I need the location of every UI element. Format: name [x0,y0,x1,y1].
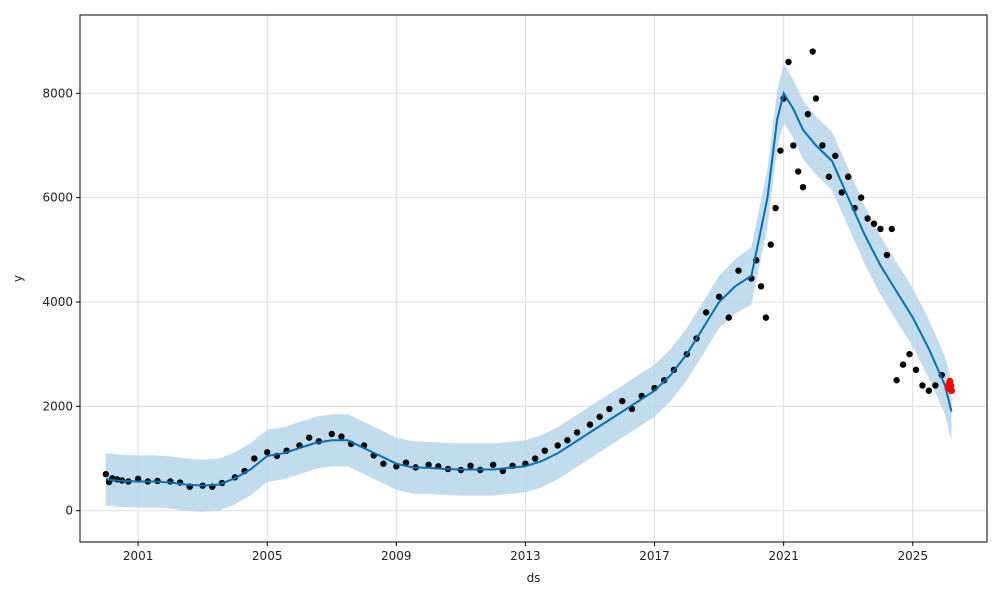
observed-point [564,437,571,444]
observed-point [864,215,871,222]
observed-point [812,95,820,102]
observed-point [251,455,258,462]
observed-point [870,220,878,227]
x-axis-ticks: 2001 2005 2009 2013 2017 2021 2025 [123,542,928,563]
highlight-point [947,387,955,395]
observed-point [489,461,497,468]
observed-point [888,225,895,233]
x-tick-label: 2025 [897,549,928,563]
observed-point [338,433,345,440]
forecast-line [105,90,953,487]
observed-point [838,189,845,196]
x-axis-label: ds [527,571,541,585]
observed-point [906,350,913,358]
observed-point [794,168,802,175]
y-tick-label: 6000 [42,191,73,205]
x-tick-label: 2005 [252,549,283,563]
observed-point [328,430,335,438]
observed-point [857,194,865,201]
observed-point [554,442,561,449]
observed-point [531,455,539,462]
observed-point [772,204,779,212]
y-tick-label: 2000 [42,399,73,413]
observed-point [402,459,410,466]
observed-point [919,382,926,389]
uncertainty-band [105,64,952,512]
observed-point [762,314,770,321]
y-axis-ticks: 0 2000 4000 6000 8000 [42,86,80,518]
observed-point [735,267,742,274]
observed-point [541,447,548,454]
highlight-points-layer [944,377,955,395]
observed-point [877,225,884,233]
observed-point [596,413,603,420]
observed-point [425,461,432,468]
observed-point [799,183,807,191]
x-tick-label: 2021 [768,549,799,563]
plot-frame [79,14,988,543]
x-tick-label: 2017 [639,549,670,563]
observed-point [932,382,939,389]
observed-point [305,434,313,441]
observed-point [380,460,387,467]
y-tick-label: 4000 [42,295,73,309]
observed-point [725,314,732,321]
highlight-point [947,381,955,389]
y-tick-label: 0 [65,504,73,518]
observed-point [785,58,792,66]
observed-point [804,110,812,118]
observed-point [925,387,933,394]
observed-point [757,283,765,290]
observed-point [845,173,852,180]
observed-point [912,366,920,374]
observed-point [832,152,839,160]
y-tick-label: 8000 [42,86,73,100]
observed-point [777,147,784,154]
observed-point [573,429,581,436]
observed-point [702,309,710,316]
observed-point [809,48,816,55]
y-axis-label: y [11,275,25,282]
observed-point [264,449,271,456]
observed-point [790,142,797,149]
observed-point [767,241,774,248]
observed-point [825,173,833,180]
observed-point [715,293,723,300]
x-tick-label: 2009 [381,549,412,563]
observed-point [102,470,110,478]
observed-point [606,405,613,413]
x-tick-label: 2001 [123,549,154,563]
observed-point [883,251,891,259]
observed-points-layer [102,48,946,490]
observed-point [467,462,474,470]
observed-point [893,377,900,384]
observed-point [899,361,907,368]
x-tick-label: 2013 [510,549,541,563]
observed-point [819,142,826,149]
observed-point [619,397,626,405]
observed-point [586,421,594,428]
